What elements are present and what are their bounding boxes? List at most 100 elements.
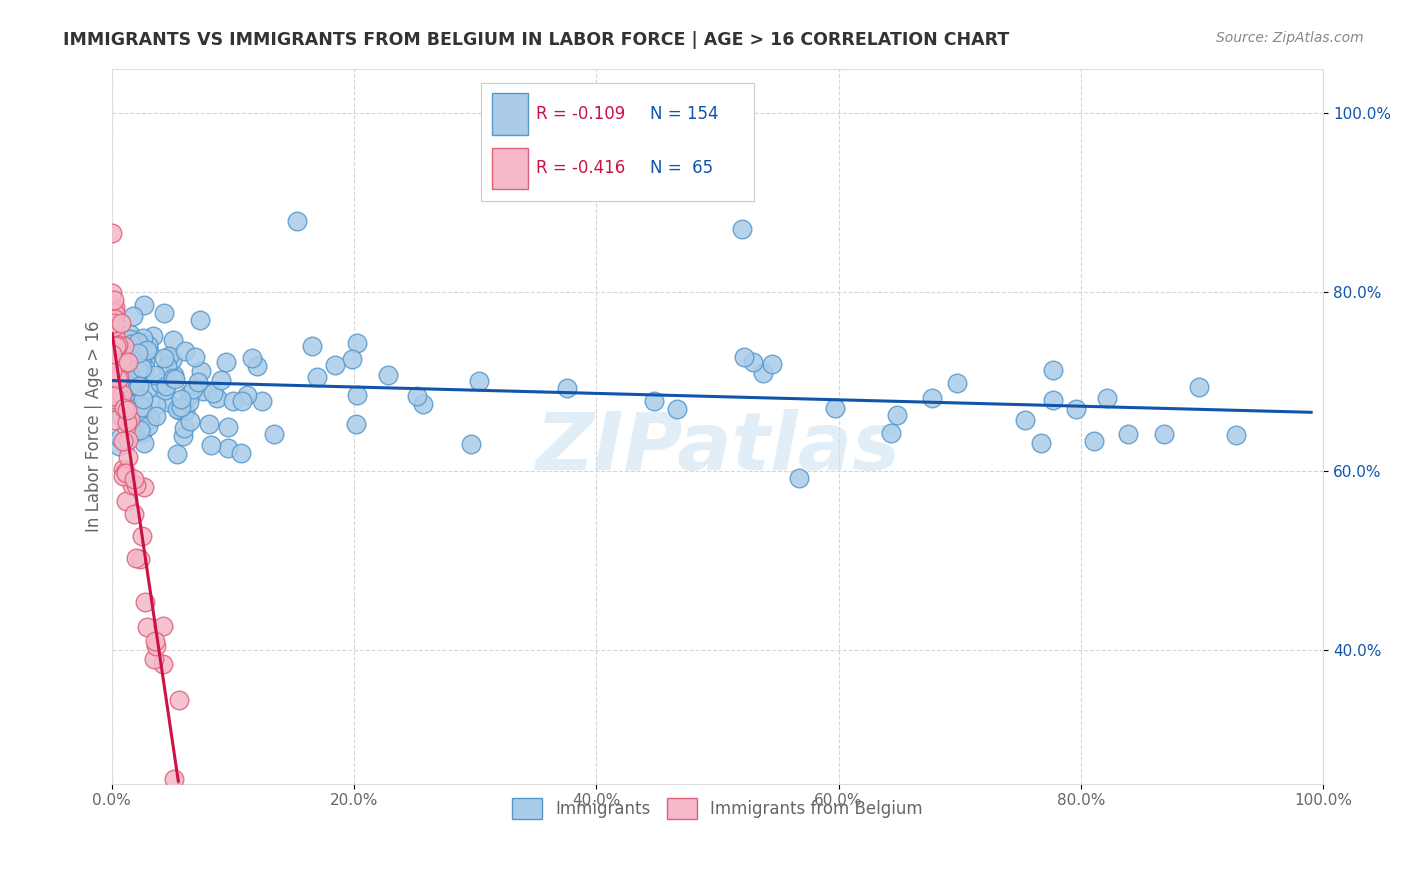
Point: [166, 446, 188, 460]
Point: [186, 375, 208, 389]
Point: [122, 425, 145, 439]
Point: [134, 595, 156, 609]
Point: [127, 396, 149, 410]
Point: [118, 332, 141, 346]
Point: [136, 343, 159, 358]
Point: [377, 368, 399, 382]
Point: [173, 421, 195, 435]
Point: [163, 372, 186, 386]
Point: [188, 313, 211, 327]
Point: [136, 381, 159, 395]
Point: [152, 657, 174, 672]
Point: [101, 351, 124, 365]
Point: [117, 450, 139, 464]
Point: [117, 409, 139, 424]
Point: [143, 634, 166, 648]
Point: [134, 435, 156, 450]
Point: [824, 401, 846, 416]
Point: [110, 353, 132, 368]
Point: [104, 364, 127, 378]
Point: [215, 354, 238, 368]
Point: [101, 364, 124, 378]
Point: [104, 362, 127, 376]
Point: [1083, 434, 1105, 448]
Point: [112, 390, 135, 404]
Point: [346, 387, 368, 401]
Legend: Immigrants, Immigrants from Belgium: Immigrants, Immigrants from Belgium: [505, 792, 929, 825]
Point: [104, 351, 127, 365]
Point: [111, 370, 134, 384]
Point: [162, 371, 184, 385]
Point: [117, 353, 139, 368]
Point: [1064, 402, 1087, 417]
Point: [143, 368, 166, 382]
Point: [111, 434, 134, 448]
Point: [124, 390, 146, 404]
Point: [643, 393, 665, 408]
Point: [110, 409, 132, 423]
Point: [179, 414, 201, 428]
Point: [468, 374, 491, 388]
Point: [163, 772, 186, 786]
Point: [107, 393, 129, 408]
Point: [101, 318, 124, 333]
Point: [110, 353, 132, 368]
Point: [105, 364, 128, 378]
Point: [155, 383, 177, 397]
Point: [201, 385, 224, 400]
Point: [177, 386, 200, 401]
Point: [733, 351, 755, 365]
Point: [301, 338, 323, 352]
Point: [111, 387, 134, 401]
Point: [103, 359, 125, 374]
Point: [114, 437, 136, 451]
Point: [173, 344, 195, 359]
Point: [180, 386, 202, 401]
Point: [886, 409, 908, 423]
Point: [118, 343, 141, 358]
Point: [104, 352, 127, 367]
Point: [252, 394, 274, 409]
Point: [112, 401, 135, 416]
Point: [136, 337, 159, 351]
Point: [190, 364, 212, 378]
Point: [117, 355, 139, 369]
Point: [155, 378, 177, 392]
Point: [117, 335, 139, 350]
Point: [209, 373, 232, 387]
Point: [132, 392, 155, 406]
Point: [104, 312, 127, 326]
Point: [138, 343, 160, 358]
Point: [921, 392, 943, 406]
Point: [129, 419, 152, 434]
Point: [787, 471, 810, 485]
Point: [115, 420, 138, 434]
Point: [110, 316, 132, 330]
Point: [104, 384, 127, 398]
Point: [143, 652, 166, 666]
Point: [170, 400, 193, 414]
Point: [103, 349, 125, 363]
Point: [127, 345, 149, 359]
Point: [103, 412, 125, 426]
Point: [131, 331, 153, 345]
Point: [761, 357, 783, 371]
Point: [101, 301, 124, 316]
Point: [231, 446, 253, 460]
Point: [207, 391, 229, 405]
Point: [162, 333, 184, 347]
Point: [115, 336, 138, 351]
Text: Source: ZipAtlas.com: Source: ZipAtlas.com: [1216, 31, 1364, 45]
Point: [103, 328, 125, 343]
Point: [134, 480, 156, 494]
Point: [115, 493, 138, 508]
Point: [111, 462, 134, 476]
Point: [1031, 435, 1053, 450]
Point: [121, 356, 143, 370]
Point: [112, 368, 135, 382]
Point: [112, 399, 135, 413]
Point: [152, 619, 174, 633]
Point: [167, 402, 190, 417]
Point: [170, 392, 193, 406]
Point: [222, 394, 245, 409]
